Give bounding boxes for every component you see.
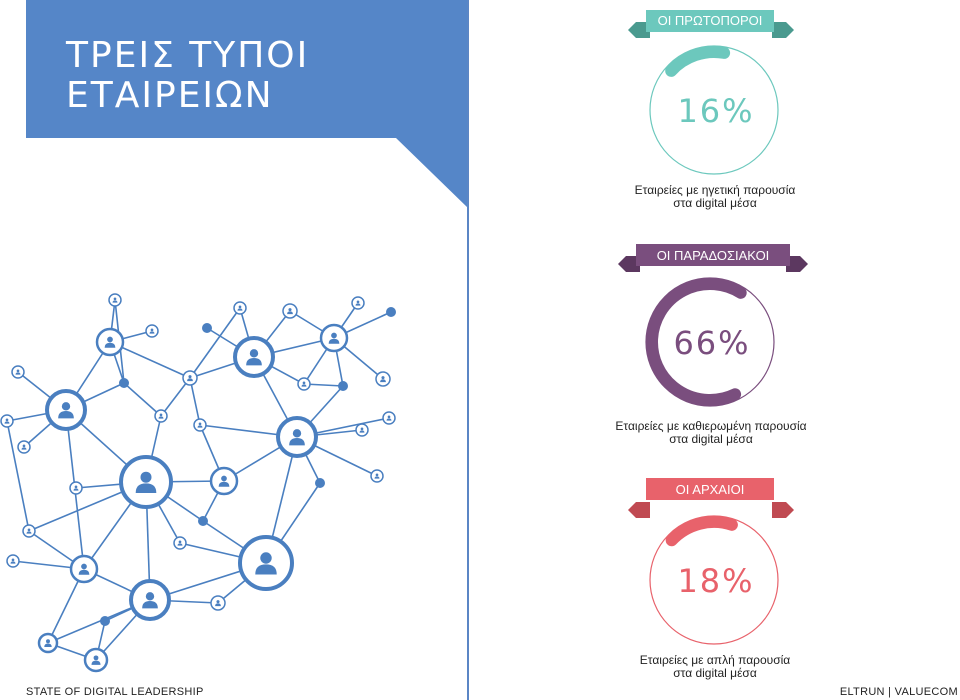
user-lock-icon [0, 414, 14, 428]
person-icon [45, 389, 87, 431]
traditional-label: ΟΙ ΠΑΡΑΔΟΣΙΑΚΟΙ [657, 248, 770, 263]
network-dot [202, 323, 212, 333]
user-lock-icon [108, 293, 122, 307]
traditional-caption-line1: Εταιρείες με καθιερωμένη παρουσία [615, 419, 807, 433]
network-dot [338, 381, 348, 391]
pioneers-caption: Εταιρείες με ηγετική παρουσία στα digita… [600, 184, 830, 210]
user-lock-icon [173, 536, 187, 550]
title-banner [26, 0, 468, 208]
traditional-caption-line2: στα digital μέσα [669, 432, 753, 446]
traditional-percent: 66% [673, 324, 750, 362]
user-lock-icon [17, 440, 31, 454]
network-edge [189, 377, 201, 426]
person-icon [69, 554, 99, 584]
person-icon [83, 647, 109, 673]
traditional-donut: ΟΙ ΠΑΡΑΔΟΣΙΑΚΟΙ 66% [618, 244, 808, 407]
network-dot [386, 307, 396, 317]
pioneers-arc [665, 46, 731, 77]
traditional-arc [646, 278, 747, 407]
archaic-caption-line1: Εταιρείες με απλή παρουσία [639, 653, 791, 667]
people-network-illustration [0, 293, 396, 673]
person-icon [95, 327, 125, 357]
person-icon [233, 336, 275, 378]
user-lock-icon [11, 365, 25, 379]
archaic-arc [665, 515, 738, 547]
page-title: ΤΡΕΙΣ ΤΥΠΟΙ ΕΤΑΙΡΕΙΩΝ [66, 35, 310, 116]
network-edge [109, 341, 191, 379]
user-lock-icon [69, 481, 83, 495]
network-dot [315, 478, 325, 488]
network-edge [160, 377, 191, 417]
user-lock-icon [145, 324, 159, 338]
person-icon [276, 416, 318, 458]
archaic-donut: ΟΙ ΑΡΧΑΙΟΙ 18% [628, 478, 794, 645]
footer-left-text: STATE OF DIGITAL LEADERSHIP [26, 686, 204, 698]
user-lock-icon [37, 632, 59, 654]
archaic-label: ΟΙ ΑΡΧΑΙΟΙ [676, 482, 745, 497]
user-lock-icon [193, 418, 207, 432]
user-lock-icon [22, 524, 36, 538]
user-lock-icon [210, 595, 226, 611]
pioneers-caption-line1: Εταιρείες με ηγετική παρουσία [634, 183, 796, 197]
network-edge [189, 307, 241, 379]
archaic-caption-line2: στα digital μέσα [673, 666, 757, 680]
segment-pioneers: ΟΙ ΠΡΩΤΟΠΟΡΟΙ 16% Εταιρείες με ηγετική π… [600, 0, 840, 220]
pioneers-label: ΟΙ ΠΡΩΤΟΠΟΡΟΙ [658, 13, 763, 28]
user-lock-icon [182, 370, 198, 386]
footer-right-text: ELTRUN | VALUECOM [839, 686, 958, 698]
user-lock-icon [154, 409, 168, 423]
archaic-caption: Εταιρείες με απλή παρουσία στα digital μ… [600, 654, 830, 680]
user-lock-icon [355, 423, 369, 437]
user-lock-icon [370, 469, 384, 483]
network-dot [100, 616, 110, 626]
pioneers-donut: ΟΙ ΠΡΩΤΟΠΟΡΟΙ 16% [628, 10, 794, 175]
person-icon [209, 466, 239, 496]
network-edge [123, 382, 162, 417]
person-icon [319, 323, 349, 353]
user-lock-icon [375, 371, 391, 387]
pioneers-caption-line2: στα digital μέσα [673, 196, 757, 210]
traditional-caption: Εταιρείες με καθιερωμένη παρουσία στα di… [598, 420, 824, 446]
segment-archaic: ΟΙ ΑΡΧΑΙΟΙ 18% Εταιρείες με απλή παρουσί… [600, 476, 840, 700]
user-lock-icon [382, 411, 396, 425]
user-lock-icon [282, 303, 298, 319]
network-edge [6, 420, 30, 532]
person-icon [119, 455, 173, 509]
vertical-divider [467, 0, 469, 700]
user-lock-icon [233, 301, 247, 315]
network-dot [198, 516, 208, 526]
user-lock-icon [351, 296, 365, 310]
person-icon [129, 579, 171, 621]
user-lock-icon [297, 377, 311, 391]
person-icon [238, 535, 294, 591]
pioneers-percent: 16% [677, 92, 754, 130]
segment-traditional: ΟΙ ΠΑΡΑΔΟΣΙΑΚΟΙ 66% Εταιρείες με καθιερω… [600, 236, 840, 456]
archaic-percent: 18% [677, 562, 754, 600]
network-dot [119, 378, 129, 388]
user-lock-icon [6, 554, 20, 568]
